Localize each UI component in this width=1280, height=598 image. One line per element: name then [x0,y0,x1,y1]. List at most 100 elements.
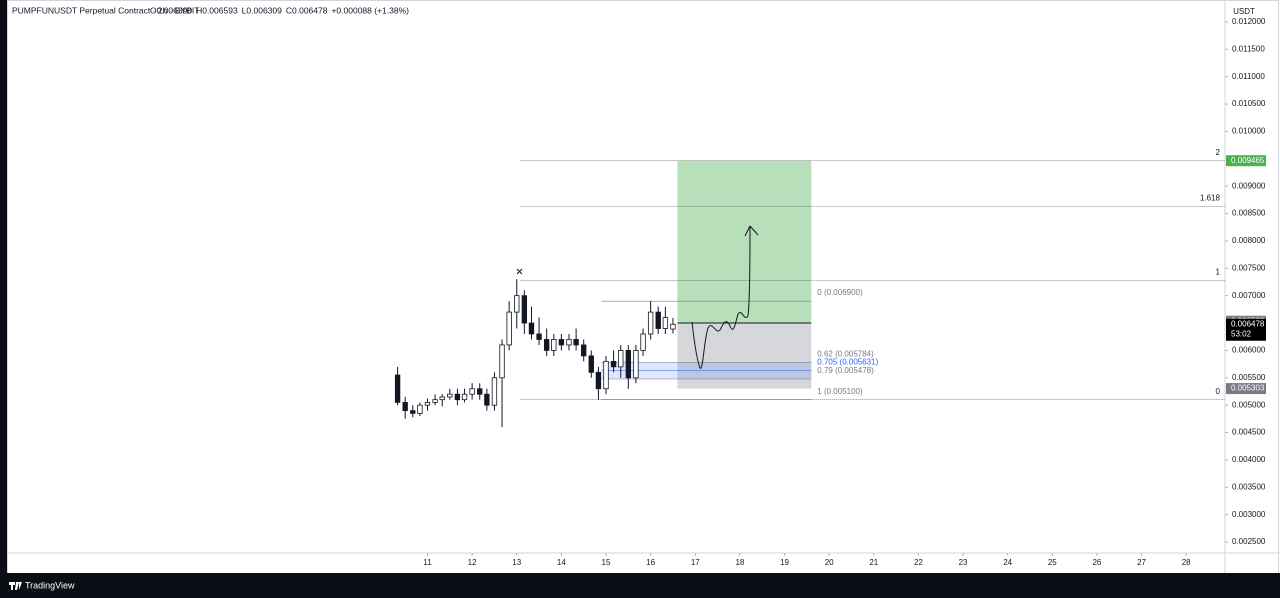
high-marker [516,268,523,275]
fib-extension-ratio: 0 [1216,387,1221,396]
loss-zone [677,323,812,389]
candle-body [670,323,676,330]
x-tick-label: 16 [646,558,655,567]
candle-body [417,404,423,414]
fib-extension-ratio: 1 [1216,267,1221,276]
y-tick-label: 0.005500 [1232,373,1266,382]
ohlc-value: H0.006593 [196,5,238,15]
brand-name: TradingView [25,580,75,590]
y-tick-label: 0.011000 [1232,72,1265,81]
candle-body [506,311,512,346]
y-tick-label: 0.003000 [1232,510,1266,519]
x-tick-label: 18 [735,558,744,567]
currency-label: USDT [1233,7,1255,16]
price-tag-label: 0.005303 [1231,384,1265,393]
ohlc-value: C0.006478 [286,5,328,15]
candle-body [432,399,438,403]
ohlc-value: +0.000088 (+1.38%) [331,5,409,15]
candle-body [477,388,483,395]
price-tag-label: 0.009465 [1231,156,1265,165]
fib-extension-ratio: 2 [1216,148,1221,157]
x-tick-label: 25 [1048,558,1057,567]
x-tick-label: 24 [1003,558,1012,567]
left-edge [0,0,7,573]
candle-body [499,344,505,379]
candle-body [566,339,572,346]
y-tick-label: 0.005000 [1232,400,1266,409]
y-tick-label: 0.008500 [1232,209,1266,218]
candle-body [514,295,520,313]
x-tick-label: 21 [869,558,878,567]
x-tick-label: 12 [468,558,477,567]
candle-body [484,393,490,406]
candle-body [633,350,639,379]
candle-body [551,339,557,351]
candle-body [410,410,416,414]
candle-body [573,339,579,346]
fib-retracement-label: 1 (0.005100) [817,387,863,396]
y-tick-label: 0.007500 [1232,263,1266,272]
candle-body [439,396,445,401]
candle-body [461,393,468,401]
candle-countdown: 53:02 [1231,329,1252,338]
price-tag [1226,383,1266,395]
candle-body [491,377,498,406]
candle-body [528,322,535,335]
fib-extension-ratio: 1.618 [1200,194,1221,203]
y-tick-label: 0.012000 [1232,17,1266,26]
candle-body [581,344,587,357]
candle-body [424,402,431,406]
x-tick-label: 14 [557,558,566,567]
fib-retracement-label: 0.79 (0.005478) [817,366,874,375]
candle-body [655,311,661,329]
price-tag-label: 0.006478 [1231,319,1265,328]
candle-body [662,317,669,329]
footer-bar [0,573,1280,598]
x-tick-label: 15 [602,558,611,567]
x-tick-label: 22 [914,558,923,567]
candle-body [625,350,632,379]
candle-body [647,311,654,335]
profit-zone [677,160,812,324]
y-tick-label: 0.008000 [1232,236,1266,245]
price-tag [1226,318,1266,341]
y-tick-label: 0.007000 [1232,291,1266,300]
y-tick-label: 0.010500 [1232,99,1266,108]
y-tick-label: 0.006000 [1232,346,1266,355]
candle-body [447,393,453,398]
y-tick-label: 0.011500 [1232,44,1265,53]
candle-body [618,350,624,368]
x-tick-label: 27 [1137,558,1146,567]
candle-body [521,295,528,324]
candle-body [394,374,401,403]
price-tag [1226,155,1266,167]
candle-body [536,333,542,340]
y-tick-label: 0.004000 [1232,455,1266,464]
y-tick-label: 0.003500 [1232,482,1266,491]
drawn-arrow [691,225,759,369]
x-tick-label: 20 [825,558,834,567]
y-tick-label: 0.010000 [1232,127,1266,136]
candle-body [543,339,550,351]
x-tick-label: 11 [423,558,432,567]
x-tick-label: 23 [959,558,968,567]
candle-body [454,393,461,401]
ohlc-value: O0.006390 [150,5,192,15]
candle-body [603,360,609,390]
candle-body [469,388,475,395]
candle-body [588,355,594,373]
x-tick-label: 26 [1092,558,1101,567]
candle-body [595,371,602,390]
fib-retracement-label: 0 (0.006900) [817,288,863,297]
brand-logo [9,582,22,590]
x-tick-label: 19 [780,558,789,567]
y-tick-label: 0.002500 [1232,537,1266,546]
y-tick-label: 0.009000 [1232,181,1266,190]
symbol-title: PUMPFUNUSDT Perpetual Contract · 2h · BY… [12,5,199,15]
fib-retracement-label: 0.62 (0.005784) [817,349,874,358]
ohlc-value: L0.006309 [242,5,282,15]
x-tick-label: 13 [512,558,521,567]
x-tick-label: 28 [1182,558,1191,567]
